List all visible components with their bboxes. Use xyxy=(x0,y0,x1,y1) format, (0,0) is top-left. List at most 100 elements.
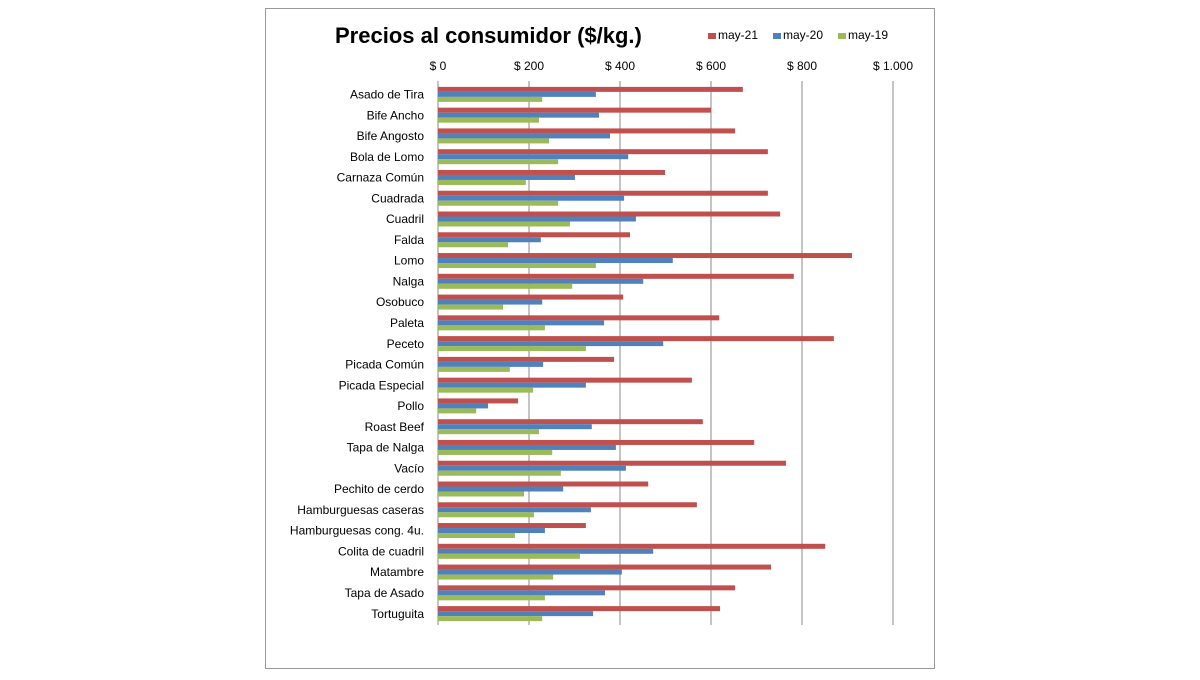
bar xyxy=(438,523,586,529)
y-tick-label: Paleta xyxy=(390,316,424,330)
bar xyxy=(438,174,575,180)
bar xyxy=(438,86,743,92)
bar xyxy=(438,159,559,165)
y-tick-label: Tortuguita xyxy=(371,607,424,621)
y-tick-label: Matambre xyxy=(370,565,424,579)
bar xyxy=(438,460,787,466)
y-tick-label: Asado de Tira xyxy=(350,88,424,102)
legend-swatch xyxy=(773,33,781,39)
y-tick-label: Hamburguesas caseras xyxy=(297,503,424,517)
bar xyxy=(438,304,504,310)
bar xyxy=(438,398,519,404)
legend-swatch xyxy=(838,33,846,39)
bar xyxy=(438,211,781,217)
bar xyxy=(438,154,629,160)
bar xyxy=(438,548,654,554)
y-tick-label: Hamburguesas cong. 4u. xyxy=(290,524,424,538)
bar xyxy=(438,491,524,497)
bar xyxy=(438,507,591,513)
y-tick-label: Bife Ancho xyxy=(367,108,425,122)
x-tick-label: $ 400 xyxy=(605,59,635,73)
bar xyxy=(438,273,794,279)
bar xyxy=(438,283,573,289)
bar xyxy=(438,569,622,575)
bar xyxy=(438,299,543,305)
bar xyxy=(438,294,624,300)
y-tick-label: Falda xyxy=(394,233,424,247)
bar xyxy=(438,616,543,622)
bar xyxy=(438,424,592,430)
bar xyxy=(438,590,605,596)
bar xyxy=(438,138,550,144)
bar xyxy=(438,179,526,185)
bar xyxy=(438,91,596,97)
bar xyxy=(438,128,736,134)
bar xyxy=(438,465,626,471)
y-tick-label: Tapa de Nalga xyxy=(347,441,425,455)
y-tick-label: Colita de cuadril xyxy=(338,544,424,558)
bar xyxy=(438,253,853,259)
bar xyxy=(438,221,570,227)
bar xyxy=(438,325,545,331)
x-tick-label: $ 800 xyxy=(787,59,817,73)
x-tick-label: $ 200 xyxy=(514,59,544,73)
bar xyxy=(438,107,711,113)
bar xyxy=(438,585,736,591)
bar xyxy=(438,169,666,175)
bar xyxy=(438,356,615,362)
bar xyxy=(438,366,510,372)
bar xyxy=(438,449,553,455)
bar xyxy=(438,444,616,450)
y-tick-label: Roast Beef xyxy=(365,420,425,434)
y-tick-label: Peceto xyxy=(387,337,425,351)
y-tick-label: Vacío xyxy=(394,461,424,475)
bar xyxy=(438,346,586,352)
y-tick-label: Bife Angosto xyxy=(357,129,425,143)
y-tick-label: Osobuco xyxy=(376,295,424,309)
bar xyxy=(438,232,631,238)
bar xyxy=(438,486,564,492)
bar xyxy=(438,408,477,414)
bar xyxy=(438,320,605,326)
y-tick-label: Carnaza Común xyxy=(337,171,424,185)
bar xyxy=(438,216,636,222)
y-tick-label: Cuadrada xyxy=(371,191,424,205)
bar xyxy=(438,528,545,534)
bar xyxy=(438,481,649,487)
bar xyxy=(438,543,826,549)
bar xyxy=(438,237,541,243)
bar xyxy=(438,553,580,559)
bar xyxy=(438,377,692,383)
y-tick-label: Picada Común xyxy=(345,358,424,372)
bar xyxy=(438,564,772,570)
bar xyxy=(438,117,540,123)
legend-swatch xyxy=(708,33,716,39)
bar xyxy=(438,200,559,206)
legend-label: may-20 xyxy=(783,28,823,42)
bar xyxy=(438,112,600,118)
bar xyxy=(438,502,697,508)
legend-label: may-21 xyxy=(718,28,758,42)
legend-label: may-19 xyxy=(848,28,888,42)
y-tick-label: Pollo xyxy=(397,399,424,413)
x-tick-label: $ 0 xyxy=(430,59,447,73)
bar xyxy=(438,258,673,264)
bar xyxy=(438,533,515,539)
y-tick-label: Cuadril xyxy=(386,212,424,226)
bar xyxy=(438,361,544,367)
bar xyxy=(438,195,625,201)
bar xyxy=(438,315,720,321)
bar xyxy=(438,611,594,617)
bar xyxy=(438,403,489,409)
bar xyxy=(438,439,755,445)
y-tick-label: Pechito de cerdo xyxy=(334,482,424,496)
bar xyxy=(438,133,610,139)
chart-title: Precios al consumidor ($/kg.) xyxy=(335,23,642,48)
bar xyxy=(438,595,545,601)
bar xyxy=(438,606,721,612)
bar xyxy=(438,278,644,284)
bar xyxy=(438,149,768,155)
bar xyxy=(438,242,509,248)
bar xyxy=(438,263,596,269)
